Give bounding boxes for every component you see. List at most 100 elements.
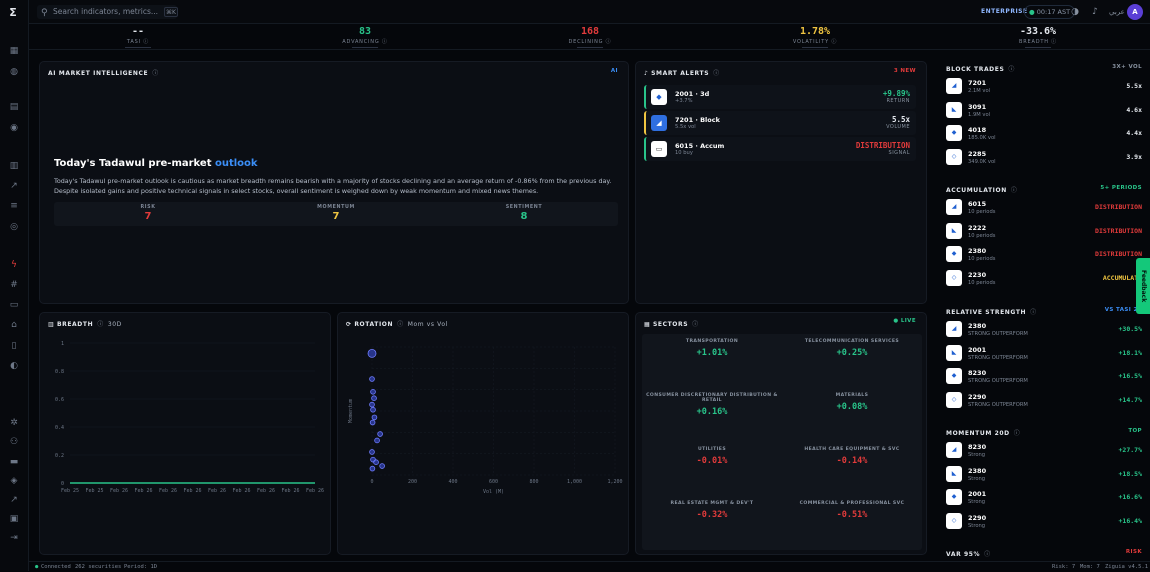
ticker-row[interactable]: ◆ 2380 10 periods DISTRIBUTION	[944, 244, 1148, 266]
scatter-point	[369, 449, 375, 455]
info-icon[interactable]: ⓘ	[1010, 187, 1018, 194]
company-logo-icon: ◢	[946, 78, 962, 94]
mom-indicator: Mom: 7	[1080, 564, 1100, 570]
feedback-tab[interactable]: Feedback	[1136, 258, 1150, 314]
ticker-value: +30.5%	[1118, 325, 1142, 333]
ticker-row[interactable]: ◇ 2285 349.0K vol 3.9x	[944, 147, 1148, 169]
search-input[interactable]: ⚲ Search indicators, metrics...	[37, 5, 177, 19]
sector-value: +0.08%	[836, 402, 868, 412]
card-icon[interactable]: ▬	[9, 457, 19, 467]
sector-label: TRANSPORTATION	[685, 339, 739, 344]
logout-icon[interactable]: ⇥	[10, 533, 18, 543]
company-logo-icon: ◢	[946, 199, 962, 215]
sector-cell[interactable]: COMMERCIAL & PROFESSIONAL SVC -0.51%	[782, 501, 922, 520]
ticker-row[interactable]: ◣ 2380 Strong +18.5%	[944, 464, 1148, 486]
stat-value: 168	[580, 26, 600, 37]
hash-icon[interactable]: #	[10, 280, 18, 290]
trend-icon[interactable]: ↗	[10, 181, 18, 191]
ticker-sub: 10 periods	[968, 256, 996, 262]
book-icon[interactable]: ▯	[11, 341, 17, 351]
shield-icon[interactable]: ◈	[10, 476, 18, 486]
sector-cell[interactable]: UTILITIES -0.01%	[642, 447, 782, 466]
network-icon[interactable]: ◎	[10, 222, 18, 232]
ticker-symbol: 2380	[968, 466, 987, 475]
monitor-icon[interactable]: ▭	[9, 300, 19, 310]
live-badge: ● LIVE	[893, 318, 916, 324]
info-icon[interactable]: ⓘ	[97, 321, 104, 328]
info-icon[interactable]: ⓘ	[984, 551, 991, 558]
ai-metrics: RISK 7 MOMENTUM 7 SENTIMENT 8	[54, 202, 618, 226]
x-tick-label: Feb 25	[85, 488, 103, 494]
metric-risk: RISK 7	[54, 205, 242, 222]
metric-label: SENTIMENT	[505, 205, 543, 210]
clock-text: 00:17 AST	[1036, 8, 1071, 16]
info-icon[interactable]: ⓘ	[692, 321, 699, 328]
info-icon[interactable]: ⓘ	[713, 70, 720, 77]
ticker-row[interactable]: ◢ 2380 STRONG OUTPERFORM +30.5%	[944, 319, 1148, 341]
app-logo[interactable]: Σ	[9, 6, 17, 19]
ai-intelligence-panel: AI MARKET INTELLIGENCE ⓘ AI Today's Tadaw…	[39, 61, 629, 304]
period-tag[interactable]: 30D	[107, 321, 122, 328]
ticker-row[interactable]: ◇ 2290 STRONG OUTPERFORM +14.7%	[944, 390, 1148, 412]
briefcase-icon[interactable]: ▤	[9, 102, 19, 112]
settings-icon[interactable]: ✲	[10, 418, 18, 428]
sector-cell[interactable]: REAL ESTATE MGMT & DEV'T -0.32%	[642, 501, 782, 520]
company-logo-icon: ▭	[651, 141, 667, 157]
scatter-point	[371, 414, 378, 421]
alert-item[interactable]: ◢ 7201 · Block 5.5x vol 5.5x VOLUME	[644, 111, 916, 135]
company-logo-icon: ◇	[946, 269, 962, 286]
info-icon[interactable]: ⓘ	[1013, 430, 1021, 437]
avatar[interactable]: A	[1127, 4, 1143, 20]
stat-label: TASI	[126, 39, 141, 45]
lightning-icon[interactable]: ϟ	[11, 260, 17, 270]
bell-icon[interactable]: ♪	[1092, 7, 1098, 17]
sector-cell[interactable]: MATERIALS +0.08%	[782, 393, 922, 412]
info-icon[interactable]: ⓘ	[397, 321, 404, 328]
status-footer: ● Connected 262 securities Period: 1D Ri…	[29, 561, 1150, 571]
sector-cell[interactable]: HEALTH CARE EQUIPMENT & SVC -0.14%	[782, 447, 922, 466]
ticker-row[interactable]: ◇ 2290 Strong +16.4%	[944, 511, 1148, 533]
ticker-row[interactable]: ◆ 4018 185.0K vol 4.4x	[944, 123, 1148, 145]
ticker-row[interactable]: ◣ 2222 10 periods DISTRIBUTION	[944, 221, 1148, 243]
alert-item[interactable]: ▭ 6015 · Accum 10 buy DISTRIBUTION SIGNA…	[644, 137, 916, 161]
ticker-row[interactable]: ◢ 8230 Strong +27.7%	[944, 440, 1148, 462]
info-icon[interactable]: ⓘ	[1030, 309, 1037, 316]
y-axis-label: Momentum	[348, 399, 354, 423]
team-icon[interactable]: ⚇	[9, 437, 19, 447]
external-link-icon[interactable]: ↗	[10, 495, 18, 505]
sector-value: -0.14%	[836, 456, 868, 466]
ticker-row[interactable]: ◣ 2001 STRONG OUTPERFORM +18.1%	[944, 343, 1148, 365]
ticker-row[interactable]: ◣ 3091 1.9M vol 4.6x	[944, 100, 1148, 122]
theme-toggle-icon[interactable]: ◑	[1071, 7, 1079, 17]
ticker-row[interactable]: ◆ 2001 Strong +16.6%	[944, 487, 1148, 509]
language-switch[interactable]: عربي	[1109, 8, 1125, 16]
ticker-row[interactable]: ◆ 8230 STRONG OUTPERFORM +16.5%	[944, 366, 1148, 388]
info-icon[interactable]: ⓘ	[152, 70, 159, 77]
status-dot-icon: ●	[35, 564, 39, 570]
ticker-row[interactable]: ◢ 7201 2.1M vol 5.5x	[944, 76, 1148, 98]
sector-cell[interactable]: TRANSPORTATION +1.01%	[642, 339, 782, 358]
alert-label: SIGNAL	[888, 150, 910, 156]
globe-icon[interactable]: ◍	[10, 67, 18, 77]
x-tick-label: 400	[448, 479, 457, 485]
info-icon[interactable]: ⓘ	[1008, 66, 1015, 73]
gift-icon[interactable]: ▣	[9, 514, 19, 524]
ticker-row[interactable]: ◢ 6015 10 periods DISTRIBUTION	[944, 197, 1148, 219]
search-placeholder: Search indicators, metrics...	[53, 7, 159, 16]
x-axis-label: Vol (M)	[483, 489, 504, 495]
user-icon[interactable]: ◉	[10, 123, 18, 133]
chart-icon[interactable]: ▥	[9, 161, 19, 171]
ticker-value: +27.7%	[1118, 446, 1142, 454]
list-icon[interactable]: ≡	[10, 201, 18, 211]
dashboard-icon[interactable]: ▦	[9, 46, 19, 56]
ticker-sub: 10 periods	[968, 232, 996, 239]
bank-icon[interactable]: ⌂	[11, 320, 17, 330]
sector-cell[interactable]: TELECOMMUNICATION SERVICES +0.25%	[782, 339, 922, 358]
alert-item[interactable]: ◆ 2001 · 3d +3.7% +9.89% RETURN	[644, 85, 916, 109]
sector-cell[interactable]: CONSUMER DISCRETIONARY DISTRIBUTION & RE…	[642, 393, 782, 417]
ticker-row[interactable]: ◇ 2230 10 periods ACCUMULATI	[944, 268, 1148, 290]
grid-icon: ▦	[644, 321, 653, 328]
coin-icon[interactable]: ◐	[10, 361, 18, 371]
y-tick-label: 0	[61, 481, 64, 487]
panel-title: SECTORS	[652, 321, 689, 328]
